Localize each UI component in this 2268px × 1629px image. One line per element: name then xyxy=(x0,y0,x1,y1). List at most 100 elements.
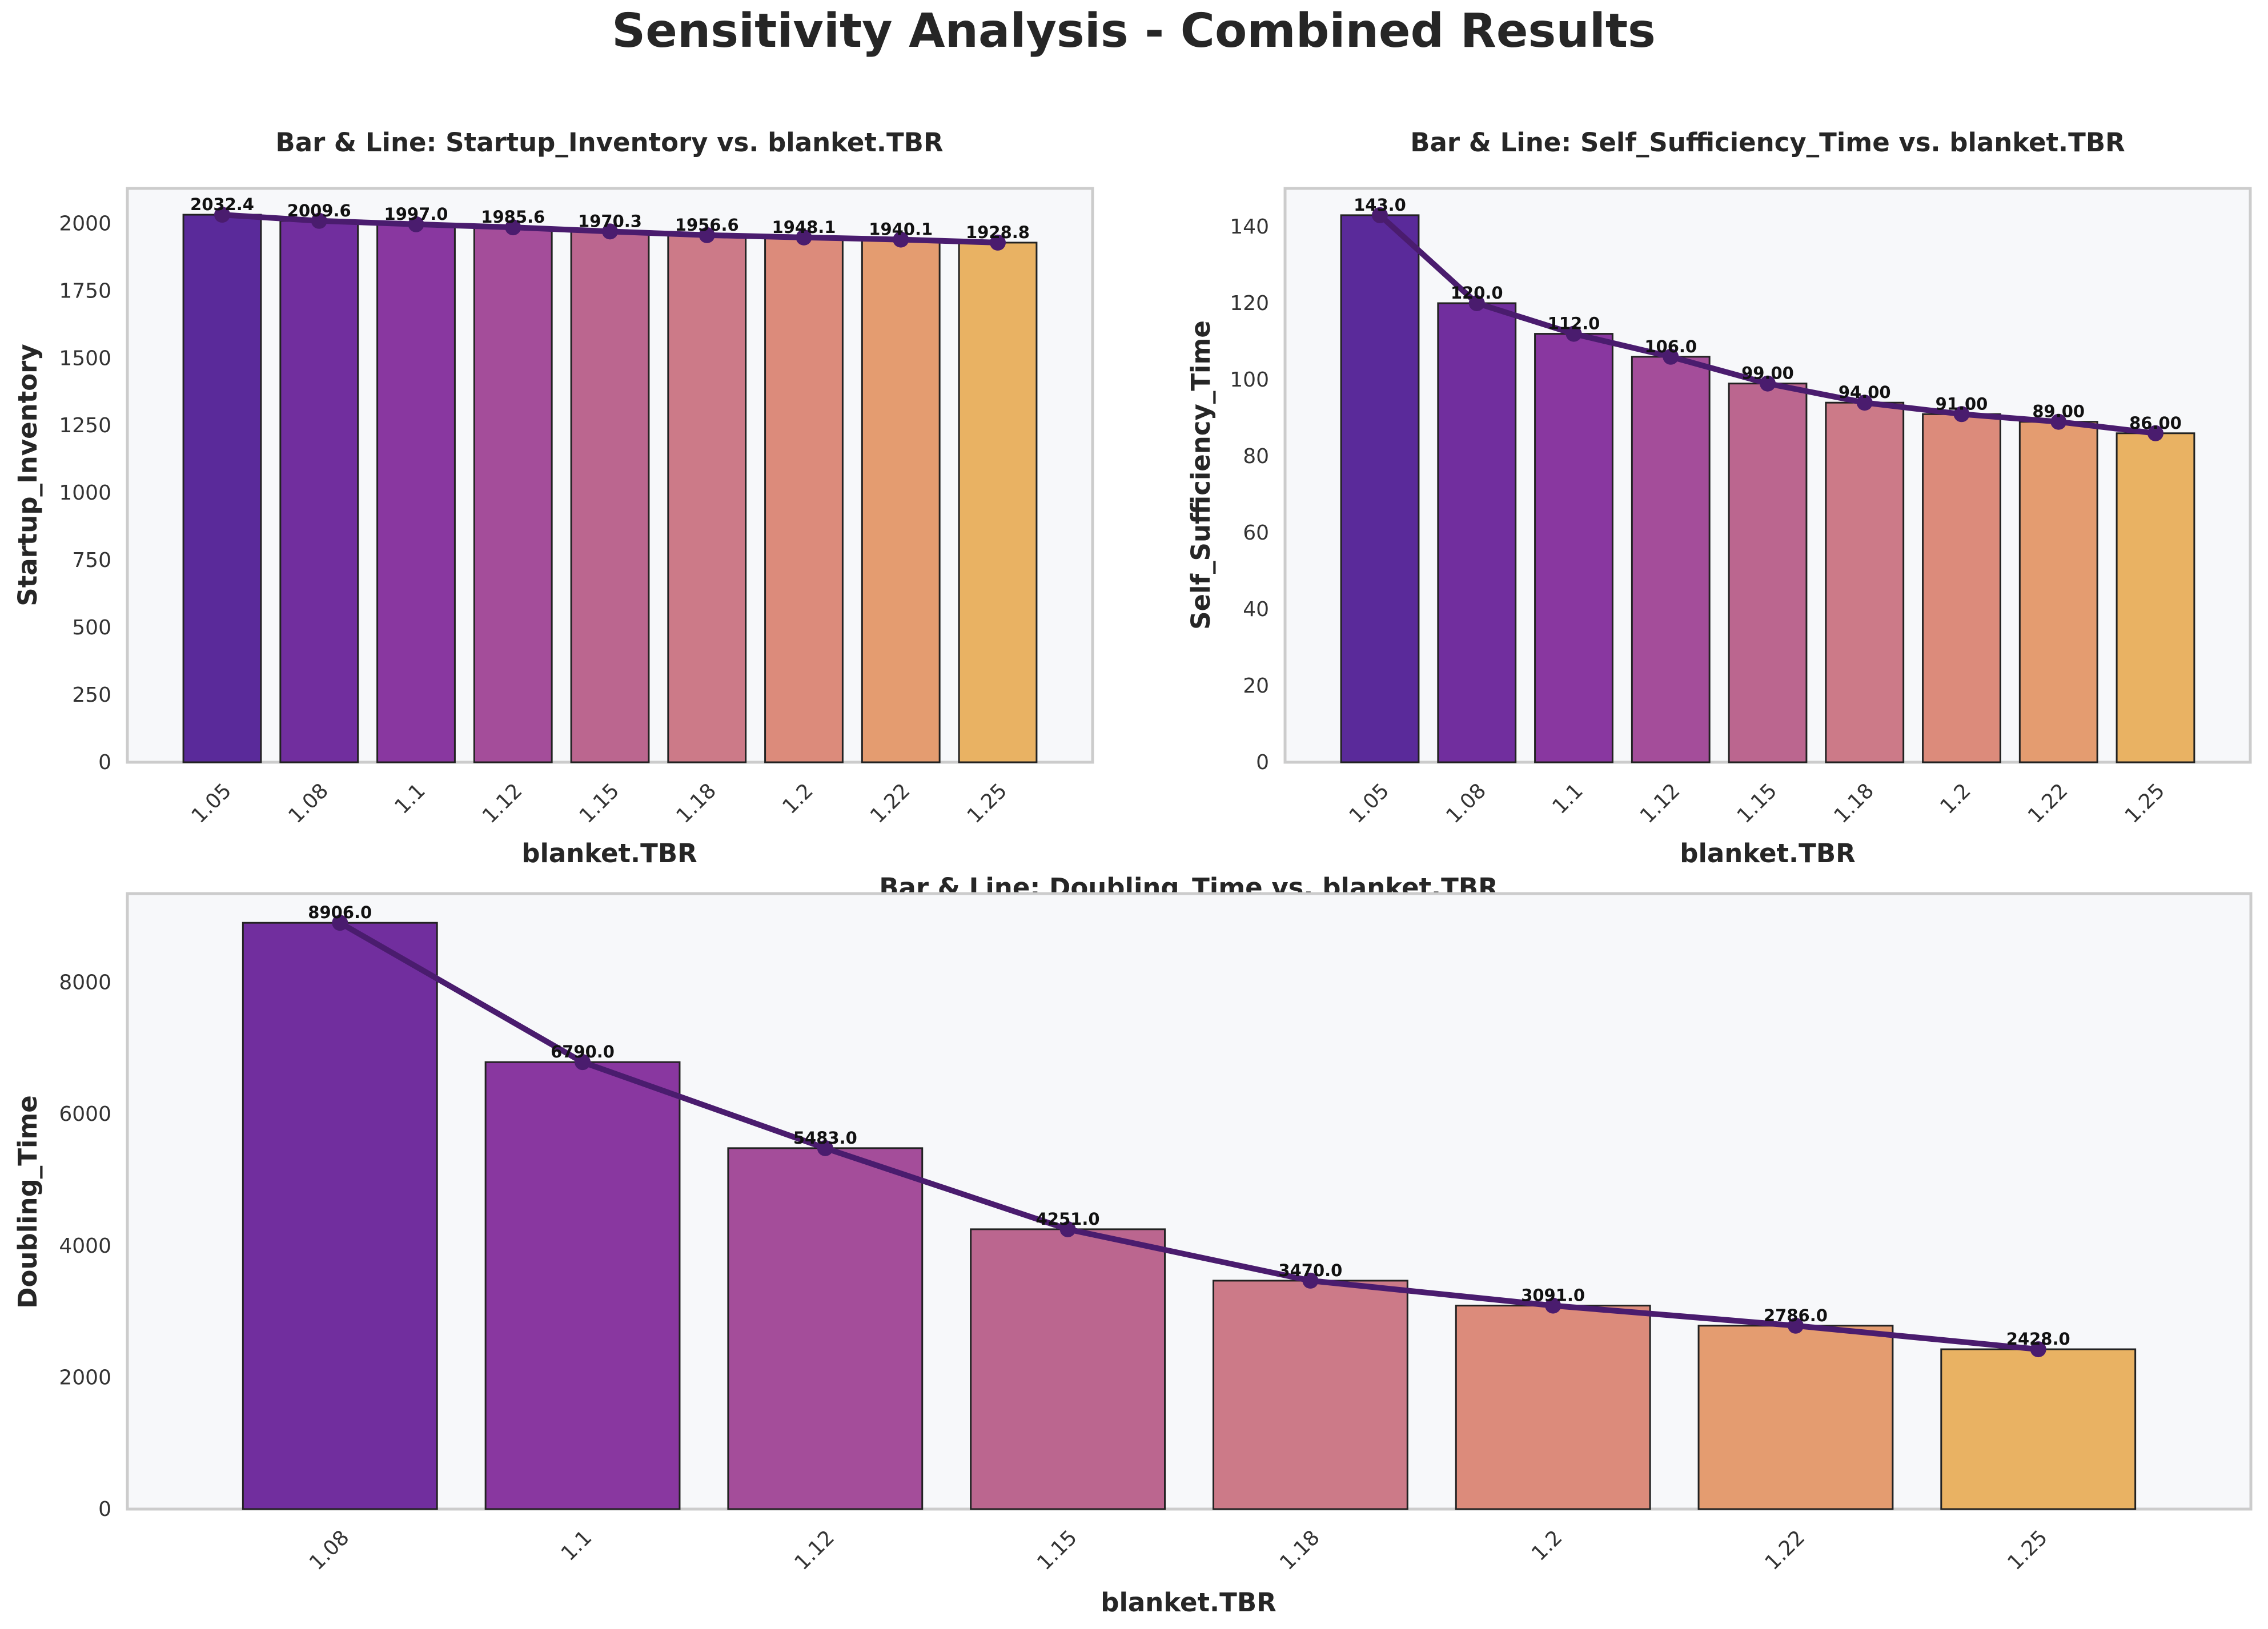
y-tick-label: 8000 xyxy=(59,971,111,995)
bar xyxy=(376,223,456,763)
x-axis-label: blanket.TBR xyxy=(1101,1587,1276,1618)
line-point xyxy=(1787,1317,1804,1334)
line-point xyxy=(214,207,230,223)
x-ticks: 1.05 1.08 1.1 1.12 1.15 1.18 1.2 1.22 1.25 xyxy=(187,779,1012,828)
bar xyxy=(727,1147,924,1510)
bar xyxy=(242,922,438,1510)
line-point xyxy=(408,216,424,232)
bar xyxy=(473,226,553,763)
x-tick-label: 1.2 xyxy=(1936,779,1975,818)
data-label: 106.0 xyxy=(1644,337,1697,356)
x-tick-label: 1.08 xyxy=(284,779,333,828)
data-label: 89.00 xyxy=(2032,402,2085,421)
x-tick-label: 1.15 xyxy=(1033,1526,1082,1575)
data-label: 1948.1 xyxy=(772,218,836,237)
x-tick-label: 1.05 xyxy=(187,779,236,828)
bar xyxy=(764,236,844,763)
bar xyxy=(182,214,262,763)
y-tick-label: 0 xyxy=(1256,751,1269,774)
line-point xyxy=(2050,413,2067,430)
data-label: 1956.6 xyxy=(675,215,739,235)
chart-title: Bar & Line: Startup_Inventory vs. blanke… xyxy=(275,127,943,158)
y-tick-label: 0 xyxy=(98,1498,111,1521)
x-tick-label: 1.18 xyxy=(1275,1526,1324,1575)
line-point xyxy=(699,227,715,243)
x-tick-label: 1.25 xyxy=(963,779,1012,828)
line-point xyxy=(1953,406,1970,423)
data-labels: 143.0 120.0 112.0 106.0 99.00 94.00 91.00 89.00… xyxy=(1354,195,2182,433)
y-tick-label: 500 xyxy=(72,616,111,639)
y-tick-label: 140 xyxy=(1230,215,1269,239)
line-point xyxy=(2030,1341,2046,1358)
y-tick-label: 1750 xyxy=(59,279,111,303)
x-tick-label: 1.08 xyxy=(1442,779,1491,828)
line-point xyxy=(990,234,1006,251)
y-tick-label: 2000 xyxy=(59,212,111,235)
data-label: 94.00 xyxy=(1839,383,1891,402)
trend-line xyxy=(1371,207,2164,441)
y-tick-label: 100 xyxy=(1230,368,1269,392)
data-label: 143.0 xyxy=(1354,195,1406,215)
x-axis-label: blanket.TBR xyxy=(521,838,697,868)
x-tick-label: 1.1 xyxy=(390,779,429,818)
line-point xyxy=(1302,1272,1319,1289)
bars xyxy=(1340,214,2195,763)
bar xyxy=(1455,1305,1651,1510)
x-tick-label: 1.08 xyxy=(305,1526,354,1575)
series-line xyxy=(337,920,2041,1353)
x-axis-label: blanket.TBR xyxy=(1680,838,1856,868)
data-label: 1970.3 xyxy=(578,211,642,231)
y-tick-label: 120 xyxy=(1230,292,1269,315)
bar xyxy=(1212,1280,1408,1510)
bar xyxy=(1340,214,1420,763)
line-point xyxy=(1468,295,1485,311)
y-tick-label: 250 xyxy=(72,683,111,707)
data-label: 2032.4 xyxy=(190,195,254,214)
y-tick-label: 750 xyxy=(72,549,111,572)
chart-doubling-time: Bar & Line: Doubling_Time vs. blanket.TB… xyxy=(13,872,2253,1618)
data-label: 1985.6 xyxy=(481,207,545,227)
data-label: 2009.6 xyxy=(287,201,351,220)
line-point xyxy=(505,219,521,236)
x-tick-label: 1.12 xyxy=(790,1526,840,1575)
line-point xyxy=(1371,207,1388,223)
line-point xyxy=(1545,1297,1561,1314)
bar xyxy=(1631,356,1711,763)
y-ticks: 0 250 500 750 1000 1250 1500 1750 2000 xyxy=(59,212,111,774)
line-point xyxy=(602,223,618,240)
data-label: 2428.0 xyxy=(2006,1329,2070,1349)
x-tick-label: 1.25 xyxy=(2121,779,2170,828)
bar xyxy=(958,242,1038,763)
bars xyxy=(182,214,1038,763)
trend-line xyxy=(332,915,2046,1358)
line-point xyxy=(311,212,327,229)
bar xyxy=(279,220,359,763)
x-tick-label: 1.18 xyxy=(672,779,721,828)
x-tick-label: 1.22 xyxy=(866,779,915,828)
data-label: 2786.0 xyxy=(1764,1306,1828,1325)
y-tick-label: 40 xyxy=(1243,598,1269,621)
line-point xyxy=(2147,425,2164,441)
y-tick-label: 4000 xyxy=(59,1234,111,1258)
chart-startup-inventory: Bar & Line: Startup_Inventory vs. blanke… xyxy=(13,127,1094,868)
y-tick-label: 60 xyxy=(1243,521,1269,545)
data-labels: 2032.4 2009.6 1997.0 1985.6 1970.3 1956.6 1948… xyxy=(190,195,1030,242)
x-tick-label: 1.12 xyxy=(1636,779,1685,828)
bars xyxy=(242,922,2137,1510)
y-axis-label: Startup_Inventory xyxy=(13,344,43,606)
data-label: 99.00 xyxy=(1741,364,1794,383)
x-tick-label: 1.1 xyxy=(557,1526,596,1565)
y-axis-label: Doubling_Time xyxy=(13,1095,43,1309)
trend-line xyxy=(214,207,1006,251)
data-label: 3470.0 xyxy=(1278,1261,1342,1280)
plot-area xyxy=(126,892,2253,1511)
bar xyxy=(2018,421,2098,763)
x-tick-label: 1.1 xyxy=(1548,779,1587,818)
y-ticks: 0 20 40 60 80 100 120 140 xyxy=(1230,215,1269,774)
line-point xyxy=(817,1140,833,1156)
bar xyxy=(1825,401,1905,763)
chart-self-sufficiency-time: Bar & Line: Self_Sufficiency_Time vs. bl… xyxy=(1186,127,2252,868)
data-label: 8906.0 xyxy=(308,903,372,922)
bar xyxy=(667,234,747,763)
